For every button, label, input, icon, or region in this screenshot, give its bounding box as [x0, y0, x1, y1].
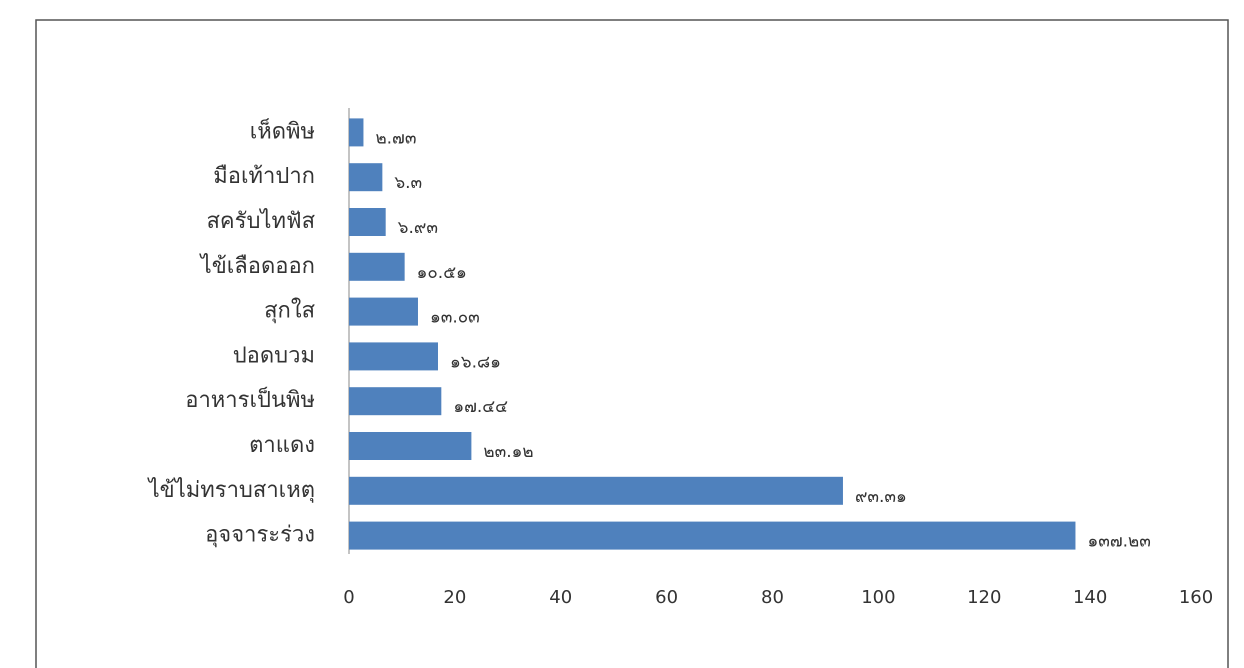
x-tick-label: 140: [1073, 587, 1107, 608]
value-label: ๒๓.๑๒: [483, 442, 533, 462]
x-tick-label: 80: [761, 587, 784, 608]
value-label: ๑๓.๐๓: [430, 308, 480, 328]
bar: [349, 342, 438, 371]
bar: [349, 521, 1076, 550]
x-tick-label: 0: [343, 587, 354, 608]
y-tick-label: อาหารเป็นพิษ: [185, 385, 315, 413]
value-label: ๑๖.๘๑: [450, 352, 501, 372]
bar: [349, 208, 386, 236]
y-tick-label: ไข้เลือดออก: [199, 253, 315, 279]
x-tick-label: 120: [967, 587, 1001, 608]
bar: [349, 387, 442, 416]
bar: [349, 163, 383, 192]
value-label: ๑๗.๔๔: [453, 397, 508, 417]
x-tick-label: 100: [861, 587, 895, 608]
value-label: ๖.๓: [394, 173, 422, 193]
y-tick-label: มือเท้าปาก: [213, 164, 315, 189]
y-tick-label: เห็ดพิษ: [250, 116, 315, 144]
chart-frame: [35, 19, 1229, 668]
y-tick-label: ปอดบวม: [233, 343, 315, 368]
bar: [349, 118, 364, 147]
value-label: ๒.๗๓: [375, 128, 416, 148]
bar: [349, 297, 418, 326]
bar: [349, 476, 843, 505]
bar: [349, 252, 405, 281]
y-tick-label: สครับไทฟัส: [207, 208, 316, 234]
x-tick-label: 60: [655, 587, 678, 608]
x-tick-label: 20: [443, 587, 466, 608]
y-tick-label: สุกใส: [264, 298, 315, 324]
y-tick-label: ไข้ไม่ทราบสาเหตุ: [147, 477, 315, 503]
value-label: ๖.๙๓: [398, 218, 438, 238]
x-tick-label: 160: [1179, 587, 1213, 608]
x-tick-label: 40: [549, 587, 572, 608]
value-label: ๑๐.๕๑: [417, 263, 467, 283]
value-label: ๙๓.๓๑: [855, 487, 907, 507]
y-tick-label: อุจจาระร่วง: [205, 523, 315, 548]
y-tick-label: ตาแดง: [249, 433, 315, 458]
value-label: ๑๓๗.๒๓: [1087, 532, 1150, 552]
bar: [349, 432, 472, 460]
